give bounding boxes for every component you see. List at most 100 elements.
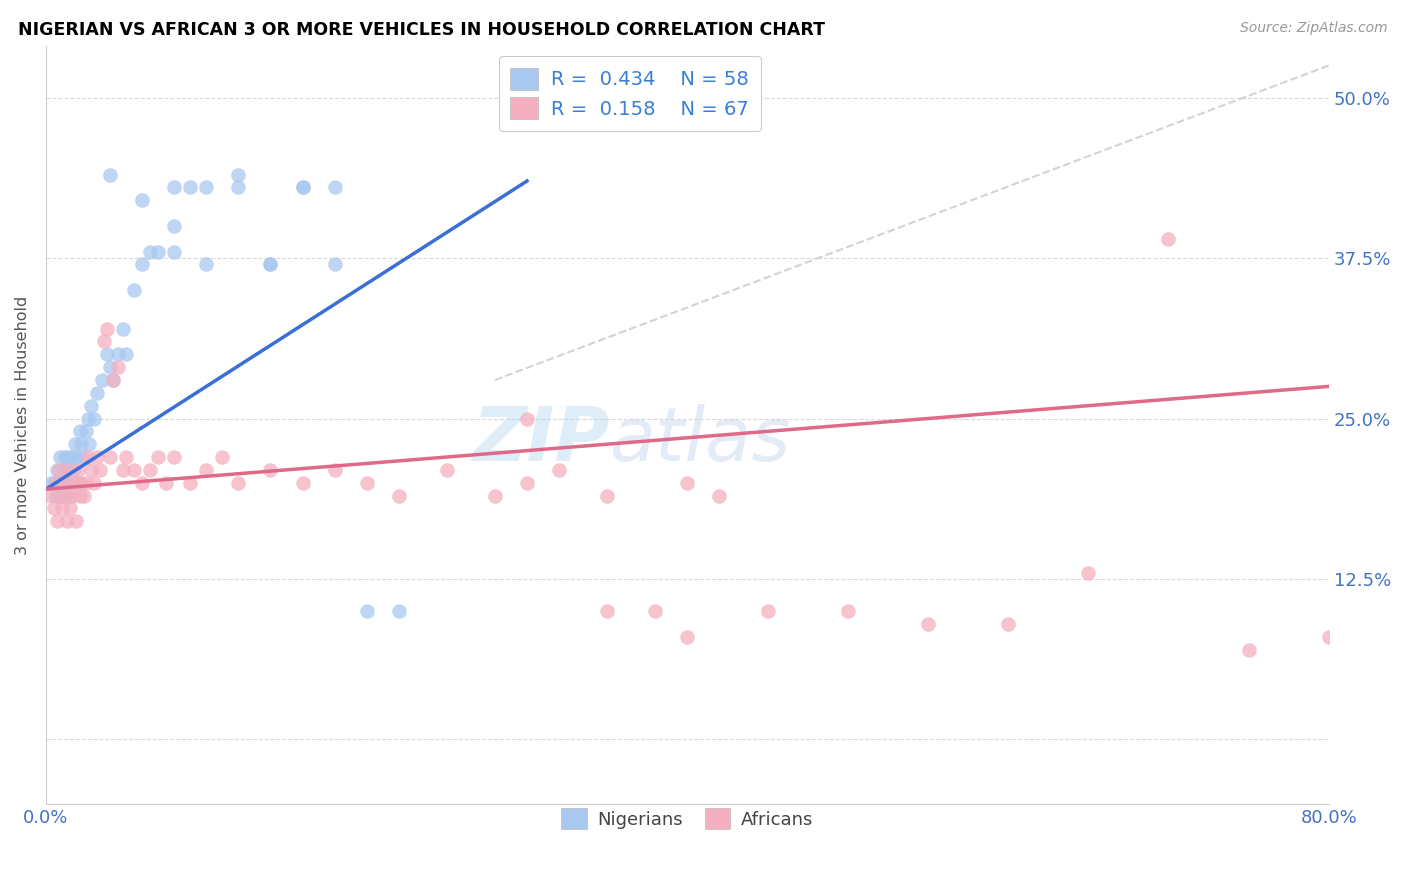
Point (596, 604, 619, 618)
Point (195, 180, 218, 194)
Point (56, 514, 79, 528)
Point (80, 399, 103, 413)
Point (103, 373, 125, 387)
Point (388, 489, 411, 503)
Point (259, 257, 281, 271)
Point (70, 475, 93, 490)
Point (228, 475, 250, 490)
Point (356, 475, 378, 490)
Y-axis label: 3 or more Vehicles in Household: 3 or more Vehicles in Household (15, 295, 30, 555)
Point (917, 616, 939, 631)
Text: ZIP: ZIP (474, 403, 610, 476)
Point (644, 604, 666, 618)
Point (1157, 232, 1180, 246)
Point (756, 604, 779, 618)
Point (86, 450, 108, 464)
Point (80, 463, 103, 477)
Point (115, 450, 138, 464)
Text: NIGERIAN VS AFRICAN 3 OR MORE VEHICLES IN HOUSEHOLD CORRELATION CHART: NIGERIAN VS AFRICAN 3 OR MORE VEHICLES I… (18, 21, 825, 38)
Point (58, 450, 80, 464)
Point (1317, 630, 1340, 644)
Point (48, 475, 70, 490)
Point (111, 463, 134, 477)
Point (148, 450, 170, 464)
Point (548, 463, 571, 477)
Point (49, 489, 72, 503)
Point (52, 463, 75, 477)
Point (98, 450, 121, 464)
Point (83, 411, 105, 425)
Point (56, 463, 79, 477)
Point (53, 475, 76, 490)
Point (107, 360, 129, 375)
Point (67, 463, 90, 477)
Point (131, 475, 153, 490)
Point (51, 501, 73, 516)
Point (1077, 566, 1099, 580)
Point (709, 489, 731, 503)
Point (323, 180, 346, 194)
Point (53, 489, 76, 503)
Point (93, 334, 115, 349)
Point (62, 463, 84, 477)
Point (98, 360, 121, 375)
Point (484, 489, 506, 503)
Point (259, 257, 281, 271)
Point (75, 475, 97, 490)
Point (65, 450, 87, 464)
Point (676, 475, 699, 490)
Point (46, 514, 69, 528)
Point (107, 347, 129, 361)
Point (59, 489, 82, 503)
Point (96, 321, 118, 335)
Point (86, 385, 108, 400)
Point (179, 475, 201, 490)
Point (96, 347, 118, 361)
Point (139, 244, 162, 259)
Point (67, 475, 90, 490)
Point (91, 373, 114, 387)
Point (46, 463, 69, 477)
Point (139, 463, 162, 477)
Point (195, 463, 218, 477)
Point (122, 463, 145, 477)
Point (291, 475, 314, 490)
Point (291, 180, 314, 194)
Point (42, 501, 65, 516)
Text: atlas: atlas (610, 404, 792, 476)
Point (1237, 642, 1260, 657)
Legend: Nigerians, Africans: Nigerians, Africans (554, 801, 821, 837)
Point (98, 168, 121, 182)
Point (323, 463, 346, 477)
Point (155, 475, 177, 490)
Point (997, 616, 1019, 631)
Point (103, 373, 125, 387)
Point (131, 257, 153, 271)
Point (388, 604, 411, 618)
Point (179, 180, 201, 194)
Point (62, 489, 84, 503)
Point (356, 604, 378, 618)
Point (51, 489, 73, 503)
Point (211, 450, 233, 464)
Point (42, 475, 65, 490)
Point (323, 257, 346, 271)
Point (59, 501, 82, 516)
Point (436, 463, 458, 477)
Point (53, 450, 76, 464)
Point (73, 489, 96, 503)
Point (77, 437, 100, 451)
Point (70, 437, 93, 451)
Point (48, 463, 70, 477)
Point (111, 321, 134, 335)
Point (596, 489, 619, 503)
Point (89, 463, 111, 477)
Point (163, 219, 186, 233)
Text: Source: ZipAtlas.com: Source: ZipAtlas.com (1240, 21, 1388, 35)
Point (49, 450, 72, 464)
Point (131, 194, 153, 208)
Point (228, 168, 250, 182)
Point (69, 425, 91, 439)
Point (259, 463, 281, 477)
Point (39, 489, 62, 503)
